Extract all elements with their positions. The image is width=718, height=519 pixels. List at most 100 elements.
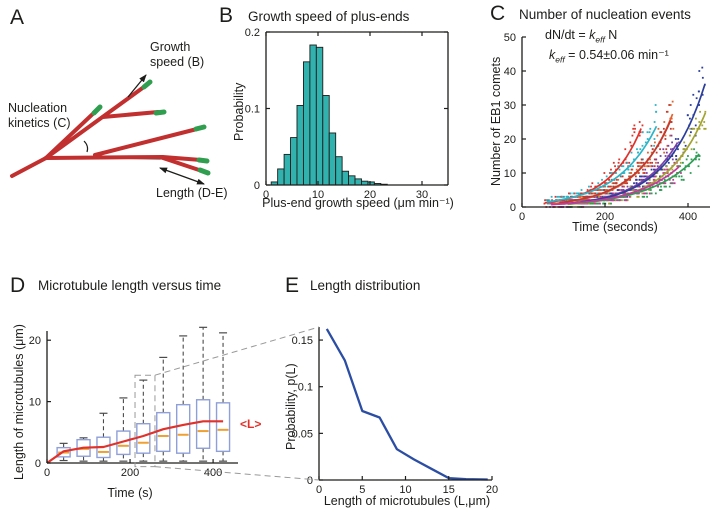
scatter-point xyxy=(637,151,639,154)
scatter-point xyxy=(612,161,615,164)
scatter-point xyxy=(668,178,671,181)
length-double-arrow xyxy=(159,167,205,185)
scatter-point xyxy=(669,134,672,137)
x-tick-label: 10 xyxy=(312,189,324,201)
scatter-point xyxy=(645,182,648,185)
histogram-bar xyxy=(283,153,291,186)
x-tick-label: 0 xyxy=(44,467,50,479)
scatter-point xyxy=(629,141,632,144)
scatter-point xyxy=(662,127,665,130)
scatter-point xyxy=(635,168,638,171)
scatter-point xyxy=(662,148,665,151)
scatter-point xyxy=(674,138,677,140)
scatter-point xyxy=(650,144,653,147)
scatter-point xyxy=(644,168,647,171)
scatter-point xyxy=(665,110,668,113)
scatter-point xyxy=(699,110,702,113)
scatter-point xyxy=(642,185,644,188)
scatter-point xyxy=(617,199,620,202)
scatter-point xyxy=(672,127,675,130)
panel-d-boxplot: 0 200 400 0 10 20 xyxy=(29,326,238,479)
histogram-bar xyxy=(296,104,304,186)
eq-sub: eff xyxy=(595,34,605,45)
scatter-point xyxy=(558,195,561,198)
panel-e-distribution-plot: 0 5 10 15 20 0 0.05 0.1 0.15 xyxy=(292,327,498,496)
scatter-point xyxy=(584,195,587,198)
scatter-point xyxy=(648,192,651,195)
scatter-point xyxy=(680,175,683,178)
scatter-point xyxy=(590,185,592,188)
zoom-link-bottom xyxy=(154,466,320,481)
plus-end-tip xyxy=(196,157,210,164)
scatter-point xyxy=(680,172,682,174)
scatter-point xyxy=(612,185,615,188)
scatter-point xyxy=(605,189,608,191)
plus-end-tip xyxy=(141,79,153,90)
scatter-point xyxy=(647,182,649,185)
panel-letter-a: A xyxy=(10,6,25,29)
scatter-point xyxy=(633,158,635,161)
histogram-bar xyxy=(322,95,330,186)
panel-letter-e: E xyxy=(285,274,300,297)
scatter-point xyxy=(638,121,641,123)
exp-fit-curve xyxy=(546,125,658,203)
scatter-point xyxy=(701,66,704,69)
scatter-point xyxy=(620,189,623,191)
panel-b-title: Growth speed of plus-ends xyxy=(248,9,410,24)
scatter-point xyxy=(629,185,632,188)
scatter-point xyxy=(543,202,546,205)
scatter-point xyxy=(634,189,637,191)
scatter-point xyxy=(669,182,672,185)
y-tick-label: 10 xyxy=(29,397,41,409)
scatter-point xyxy=(639,165,641,168)
scatter-point xyxy=(612,199,615,202)
histogram-bar xyxy=(290,137,298,186)
histogram-bar xyxy=(335,156,343,186)
scatter-point xyxy=(572,192,575,195)
y-tick-label: 0.1 xyxy=(245,104,260,116)
scatter-point xyxy=(698,127,701,130)
scatter-point xyxy=(666,168,669,171)
scatter-point xyxy=(627,168,630,171)
scatter-point xyxy=(638,134,641,137)
microtubule-branch-right xyxy=(93,127,199,157)
scatter-point xyxy=(643,172,646,174)
scatter-point xyxy=(663,168,666,171)
panel-b-ylabel: Probability xyxy=(232,82,246,141)
scatter-point xyxy=(634,175,637,178)
y-tick-label: 20 xyxy=(504,134,516,146)
scatter-point xyxy=(584,202,587,205)
scatter-point xyxy=(655,158,658,161)
mean-length-label: <L> xyxy=(240,417,262,431)
scatter-point xyxy=(654,141,656,144)
scatter-point xyxy=(614,172,617,174)
scatter-point xyxy=(647,151,649,154)
growth-speed-label-line2: speed (B) xyxy=(150,55,205,69)
histogram-bar xyxy=(354,178,362,186)
scatter-point xyxy=(660,185,662,188)
scatter-point xyxy=(649,189,652,191)
scatter-point xyxy=(677,148,679,151)
scatter-point xyxy=(659,175,661,178)
scatter-point xyxy=(640,158,643,161)
scatter-point xyxy=(617,178,620,181)
histogram-bar xyxy=(341,170,350,186)
scatter-point xyxy=(687,155,689,157)
scatter-point xyxy=(695,155,698,157)
growth-speed-label: Growth speed (B) xyxy=(150,40,204,70)
scatter-point xyxy=(628,161,631,164)
scatter-point xyxy=(606,185,609,188)
scatter-point xyxy=(610,168,612,171)
scatter-point xyxy=(614,165,616,168)
scatter-point xyxy=(613,182,615,185)
scatter-point xyxy=(620,199,623,202)
scatter-point xyxy=(602,202,605,205)
nucleation-kinetics-label: Nucleation kinetics (C) xyxy=(8,101,71,131)
x-tick-label: 10 xyxy=(399,484,411,496)
scatter-point xyxy=(621,175,624,178)
scatter-point xyxy=(663,182,665,185)
scatter-point xyxy=(646,195,648,198)
scatter-point xyxy=(667,172,669,174)
scatter-point xyxy=(668,104,671,106)
scatter-point xyxy=(673,161,676,164)
